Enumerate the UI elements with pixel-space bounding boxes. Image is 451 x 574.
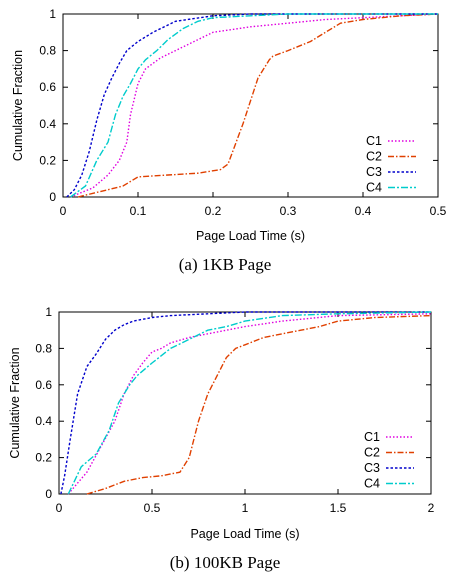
legend-label-c2: C2 (364, 446, 380, 460)
legend-label-c1: C1 (364, 430, 380, 444)
x-tick-label: 2 (428, 501, 435, 515)
y-tick-label: 0 (45, 487, 52, 501)
y-tick-label: 1 (45, 305, 52, 319)
series-line-c2 (86, 314, 432, 495)
y-tick-label: 0.4 (35, 414, 52, 428)
figure-caption: (b) 100KB Page (170, 553, 280, 572)
x-axis-label: Page Load Time (s) (190, 527, 299, 541)
legend-label-c4: C4 (366, 181, 382, 195)
y-axis-label: Cumulative Fraction (11, 50, 25, 161)
x-tick-label: 1 (242, 501, 249, 515)
x-axis-label: Page Load Time (s) (196, 229, 305, 243)
y-tick-label: 0.6 (35, 378, 52, 392)
legend-label-c1: C1 (366, 134, 382, 148)
y-tick-label: 0.8 (39, 44, 56, 58)
y-axis-label: Cumulative Fraction (8, 347, 22, 458)
y-tick-label: 0 (49, 190, 56, 204)
x-tick-label: 1.5 (330, 501, 347, 515)
x-tick-label: 0.5 (430, 204, 447, 218)
x-tick-label: 0 (56, 501, 63, 515)
series-line-c1 (70, 13, 439, 198)
series-line-c4 (70, 13, 438, 198)
series-line-c4 (67, 311, 432, 495)
series-line-c3 (60, 311, 431, 495)
x-tick-label: 0 (60, 204, 67, 218)
figure-caption: (a) 1KB Page (179, 255, 272, 274)
series-line-c2 (77, 13, 439, 198)
plot-frame (62, 13, 439, 198)
legend-label-c3: C3 (366, 165, 382, 179)
x-tick-label: 0.4 (355, 204, 372, 218)
legend-label-c3: C3 (364, 461, 380, 475)
x-tick-label: 0.2 (205, 204, 222, 218)
series-line-c3 (66, 13, 438, 198)
y-tick-label: 0.4 (39, 117, 56, 131)
x-tick-label: 0.3 (280, 204, 297, 218)
x-tick-label: 0.5 (144, 501, 161, 515)
y-tick-label: 0.2 (39, 153, 56, 167)
legend-label-c2: C2 (366, 150, 382, 164)
y-tick-label: 0.2 (35, 451, 52, 465)
y-tick-label: 1 (49, 7, 56, 21)
y-tick-label: 0.8 (35, 341, 52, 355)
y-tick-label: 0.6 (39, 80, 56, 94)
legend-label-c4: C4 (364, 477, 380, 491)
x-tick-label: 0.1 (130, 204, 147, 218)
